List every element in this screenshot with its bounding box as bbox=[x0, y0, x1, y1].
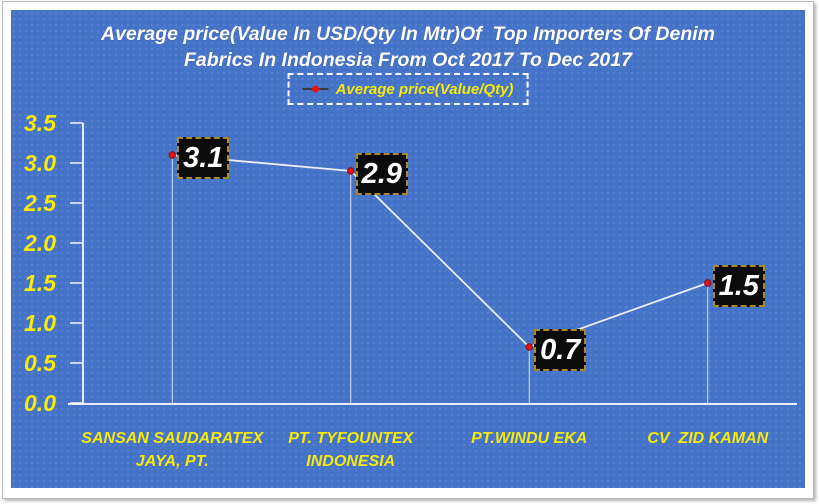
data-point-marker bbox=[525, 343, 533, 351]
marker-dot-icon bbox=[312, 85, 320, 93]
line-series-marker-icon bbox=[302, 85, 329, 93]
chart-title-line-2: Fabrics In Indonesia From Oct 2017 To De… bbox=[184, 49, 632, 71]
legend-label: Average price(Value/Qty) bbox=[335, 80, 514, 98]
legend: Average price(Value/Qty) bbox=[287, 73, 529, 105]
series-line bbox=[172, 154, 709, 349]
data-point-marker bbox=[347, 167, 355, 175]
chart-title-line-1: Average price(Value In USD/Qty In Mtr)Of… bbox=[101, 23, 715, 45]
data-point-marker bbox=[704, 279, 712, 287]
chart-title: Average price(Value In USD/Qty In Mtr)Of… bbox=[11, 21, 805, 73]
plot-svg bbox=[68, 122, 797, 405]
chart-area: Average price(Value In USD/Qty In Mtr)Of… bbox=[11, 10, 805, 488]
page-frame: Average price(Value In USD/Qty In Mtr)Of… bbox=[2, 1, 814, 499]
data-point-marker bbox=[168, 151, 176, 159]
